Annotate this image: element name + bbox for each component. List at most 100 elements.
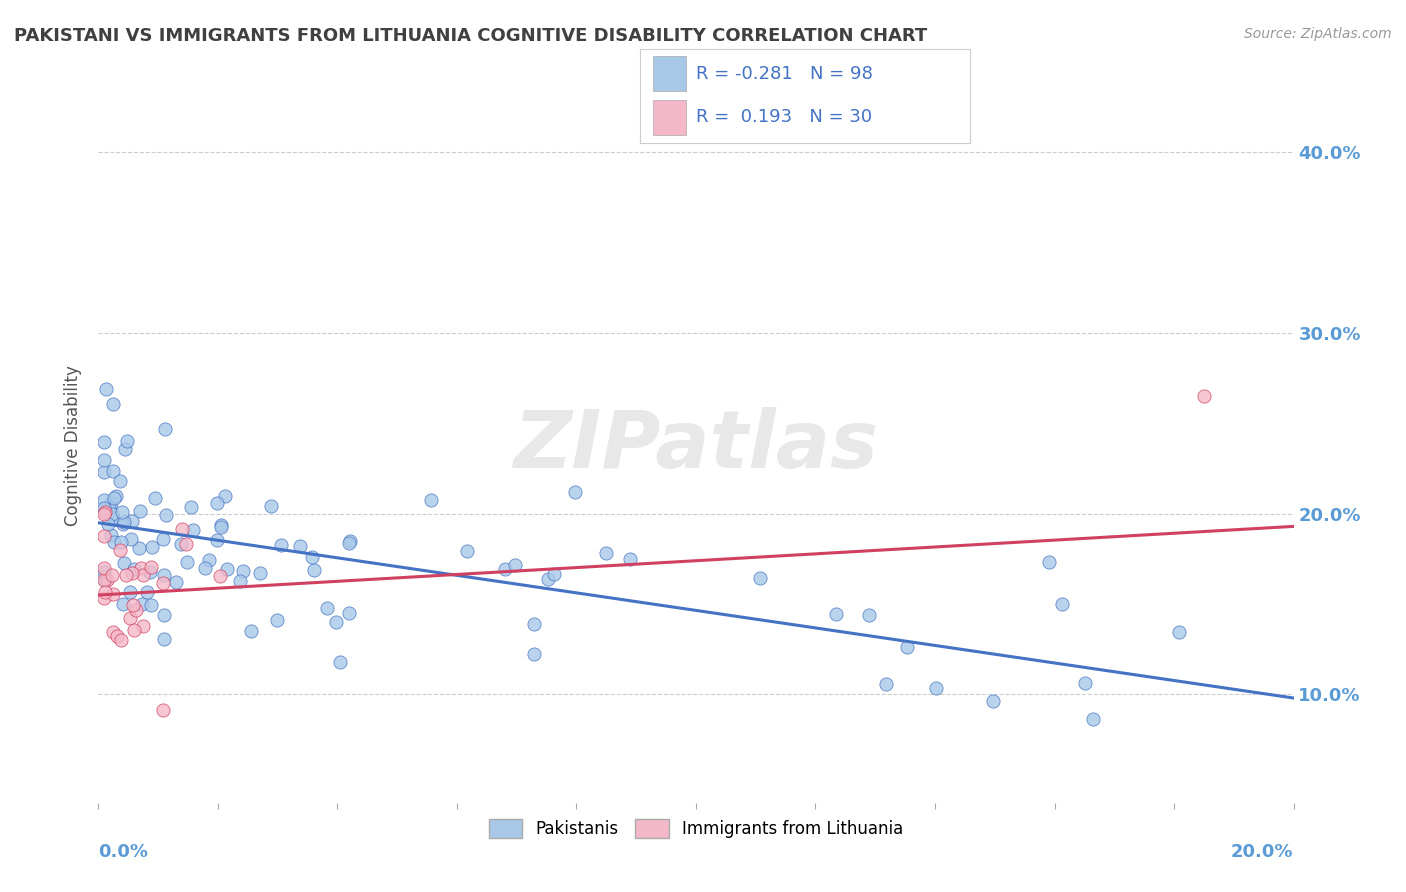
- Text: ZIPatlas: ZIPatlas: [513, 407, 879, 485]
- Point: [101, 397, 124, 411]
- Point: [120, 585, 142, 599]
- Point: [197, 553, 219, 567]
- Point: [337, 536, 360, 550]
- Point: [105, 629, 128, 643]
- Point: [94, 382, 117, 396]
- Point: [94, 585, 117, 599]
- Point: [101, 511, 124, 525]
- Point: [110, 534, 132, 549]
- Point: [131, 567, 153, 582]
- Point: [108, 475, 131, 489]
- Point: [266, 613, 288, 627]
- Point: [100, 496, 122, 510]
- Point: [152, 607, 174, 622]
- Point: [104, 489, 127, 503]
- Point: [170, 522, 193, 536]
- Point: [129, 504, 152, 518]
- Point: [121, 514, 143, 528]
- Point: [152, 576, 174, 591]
- Point: [101, 464, 124, 478]
- Point: [503, 558, 526, 573]
- Point: [181, 523, 204, 537]
- Point: [215, 562, 238, 576]
- Point: [232, 564, 254, 578]
- Point: [259, 500, 281, 514]
- Point: [456, 544, 478, 558]
- Point: [93, 434, 115, 449]
- Point: [98, 501, 121, 516]
- Point: [110, 632, 132, 647]
- Point: [122, 599, 145, 613]
- Point: [101, 568, 124, 582]
- Point: [111, 505, 134, 519]
- Point: [139, 566, 162, 580]
- Point: [304, 563, 326, 577]
- Point: [101, 625, 124, 640]
- Point: [748, 571, 770, 585]
- Point: [152, 702, 174, 716]
- Point: [858, 608, 880, 623]
- Point: [125, 603, 148, 617]
- Point: [131, 597, 153, 611]
- Point: [1038, 555, 1060, 569]
- Point: [132, 619, 155, 633]
- Point: [153, 567, 176, 582]
- Point: [115, 434, 138, 449]
- Point: [93, 453, 115, 467]
- Point: [120, 532, 142, 546]
- Point: [301, 550, 323, 565]
- Point: [129, 560, 152, 574]
- Point: [229, 574, 252, 588]
- Text: Source: ZipAtlas.com: Source: ZipAtlas.com: [1244, 27, 1392, 41]
- Point: [122, 624, 145, 638]
- Point: [420, 493, 443, 508]
- Point: [97, 517, 120, 532]
- Point: [205, 496, 228, 510]
- Point: [896, 640, 918, 655]
- FancyBboxPatch shape: [652, 55, 686, 91]
- Point: [1074, 676, 1097, 690]
- Point: [115, 567, 138, 582]
- Point: [170, 537, 193, 551]
- Point: [112, 597, 135, 611]
- Point: [114, 556, 136, 570]
- Point: [194, 561, 217, 575]
- Point: [152, 533, 174, 547]
- Point: [564, 484, 586, 499]
- Point: [121, 566, 143, 581]
- Point: [180, 500, 202, 514]
- Point: [536, 572, 558, 586]
- Point: [288, 539, 311, 553]
- Point: [96, 573, 118, 587]
- Point: [209, 568, 232, 582]
- Point: [523, 647, 546, 661]
- Point: [139, 598, 162, 612]
- Point: [114, 442, 136, 456]
- Point: [93, 574, 115, 588]
- Point: [141, 540, 163, 554]
- Point: [114, 515, 136, 529]
- Point: [523, 616, 546, 631]
- Point: [339, 534, 361, 549]
- Point: [1081, 713, 1104, 727]
- Point: [1050, 597, 1073, 611]
- Point: [155, 508, 177, 523]
- Point: [93, 465, 115, 479]
- Point: [174, 537, 197, 551]
- Point: [100, 527, 122, 541]
- Point: [619, 552, 641, 566]
- Point: [93, 561, 115, 575]
- Text: R = -0.281   N = 98: R = -0.281 N = 98: [696, 65, 873, 83]
- Point: [93, 507, 115, 521]
- Point: [543, 566, 565, 581]
- Point: [316, 601, 339, 615]
- Point: [128, 541, 150, 556]
- Point: [93, 591, 115, 605]
- Point: [93, 565, 115, 579]
- Point: [1168, 625, 1191, 640]
- Point: [1192, 389, 1215, 403]
- Point: [112, 517, 135, 532]
- Point: [595, 546, 617, 560]
- Point: [94, 573, 117, 587]
- Point: [103, 587, 125, 601]
